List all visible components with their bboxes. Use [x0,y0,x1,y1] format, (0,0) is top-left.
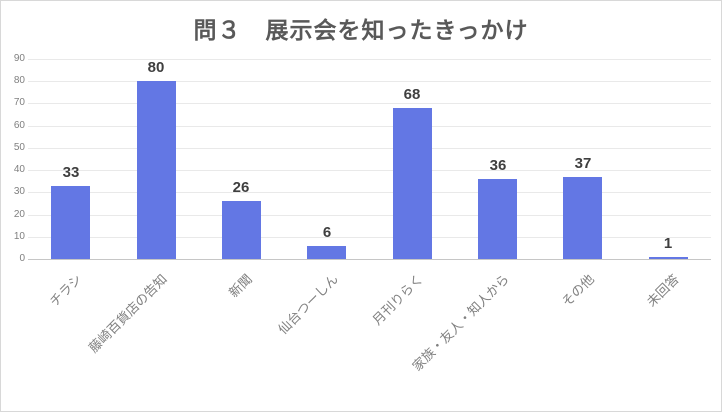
bar-value-label: 26 [232,179,250,196]
gridline [28,126,711,127]
y-tick-label: 40 [13,164,25,175]
x-category-label: 家族・友人・知人から [409,271,512,374]
bar-value-label: 36 [489,157,507,174]
bar [478,179,517,259]
gridline [28,215,711,216]
x-category-label: 新聞 [225,271,255,301]
y-tick-label: 90 [13,53,25,64]
gridline [28,170,711,171]
y-tick-label: 20 [13,209,25,220]
bar-value-label: 37 [574,155,592,172]
x-category-label: 仙台つーしん [275,271,341,338]
x-category-label: 未回答 [643,271,682,310]
gridline [28,103,711,104]
gridline [28,59,711,60]
bar [393,108,432,259]
y-tick-label: 30 [13,186,25,197]
bar [51,186,90,259]
bar-value-label: 80 [147,59,165,76]
x-category-label: その他 [558,271,597,310]
bar [137,81,176,259]
bar [307,246,346,259]
y-tick-label: 50 [13,142,25,153]
gridline [28,148,711,149]
bar [222,201,261,259]
y-tick-label: 60 [13,120,25,131]
bar [649,257,688,259]
x-category-label: 月刊りらく [369,271,426,328]
bar-value-label: 1 [663,235,673,252]
bar-value-label: 33 [62,164,80,181]
x-axis-baseline [28,259,711,260]
bar-value-label: 6 [322,224,332,241]
y-tick-label: 80 [13,75,25,86]
y-tick-label: 70 [13,97,25,108]
chart-title: 問３ 展示会を知ったきっかけ [193,17,529,43]
gridline [28,237,711,238]
x-category-label: チラシ [46,271,85,310]
gridline [28,81,711,82]
bar [563,177,602,259]
gridline [28,192,711,193]
bar-value-label: 68 [403,86,421,103]
y-tick-label: 0 [19,253,25,264]
y-tick-label: 10 [13,231,25,242]
x-category-label: 藤崎百貨店の告知 [85,271,170,356]
